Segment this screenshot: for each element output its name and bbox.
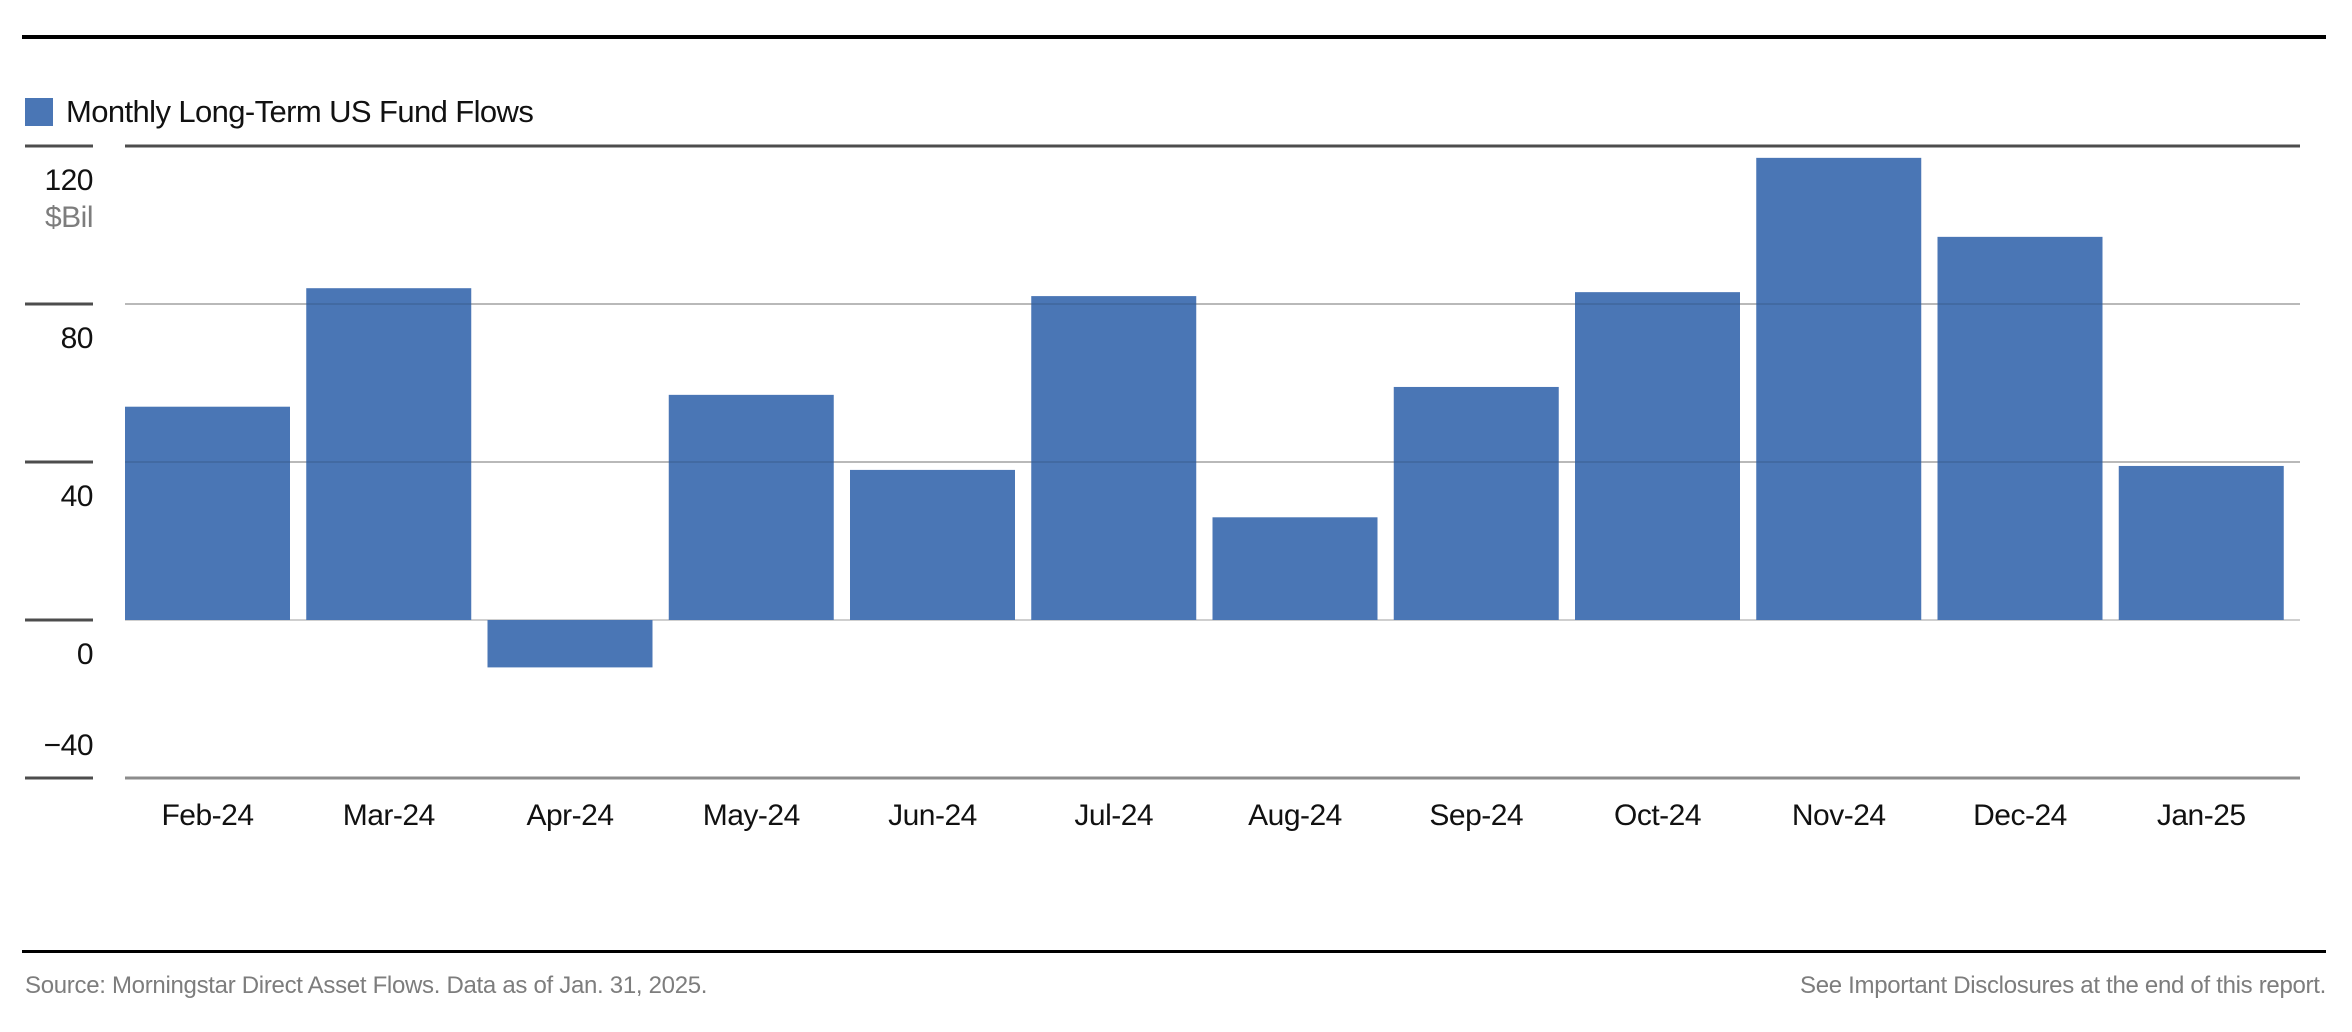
bar-Aug-24 bbox=[1212, 517, 1378, 620]
x-tick-label-Oct-24: Oct-24 bbox=[1614, 799, 1701, 832]
bar-Oct-24 bbox=[1575, 292, 1740, 620]
bar-Feb-24 bbox=[125, 406, 290, 620]
bar-Sep-24 bbox=[1393, 386, 1559, 620]
bar-Jun-24 bbox=[850, 469, 1015, 620]
legend-swatch-icon bbox=[25, 98, 53, 126]
x-tick-label-Aug-24: Aug-24 bbox=[1248, 799, 1342, 832]
y-tick-label-80: 80 bbox=[61, 322, 93, 355]
footer-border-rule bbox=[22, 950, 2326, 953]
x-tick-label-Feb-24: Feb-24 bbox=[161, 799, 253, 832]
bar-Nov-24 bbox=[1756, 157, 1922, 620]
bar-Apr-24 bbox=[487, 620, 653, 668]
x-tick-label-Jul-24: Jul-24 bbox=[1074, 799, 1153, 832]
y-tick-label-0: 0 bbox=[77, 638, 93, 671]
bar-Jan-25 bbox=[2118, 465, 2284, 620]
disclosure-note: See Important Disclosures at the end of … bbox=[1799, 972, 2326, 999]
bar-Dec-24 bbox=[1937, 236, 2103, 620]
x-tick-label-Sep-24: Sep-24 bbox=[1429, 799, 1523, 832]
legend-label: Monthly Long-Term US Fund Flows bbox=[66, 94, 534, 129]
y-axis-unit-label: $Bil bbox=[45, 201, 93, 234]
x-tick-label-Jun-24: Jun-24 bbox=[888, 799, 977, 832]
chart-legend: Monthly Long-Term US Fund Flows bbox=[25, 94, 534, 129]
x-tick-label-Nov-24: Nov-24 bbox=[1792, 799, 1886, 832]
bar-Jul-24 bbox=[1031, 296, 1197, 620]
x-tick-label-Dec-24: Dec-24 bbox=[1973, 799, 2067, 832]
x-tick-label-May-24: May-24 bbox=[703, 799, 800, 832]
y-tick-label-40: 40 bbox=[61, 480, 93, 513]
top-border-rule bbox=[22, 35, 2326, 39]
footer: Source: Morningstar Direct Asset Flows. … bbox=[25, 972, 2326, 1006]
y-tick-label--40: −40 bbox=[44, 729, 93, 762]
y-tick-label-120: 120 bbox=[44, 164, 93, 197]
x-tick-label-Apr-24: Apr-24 bbox=[526, 799, 613, 832]
source-note: Source: Morningstar Direct Asset Flows. … bbox=[25, 972, 708, 999]
bar-May-24 bbox=[668, 394, 834, 620]
x-tick-label-Mar-24: Mar-24 bbox=[343, 799, 435, 832]
bar-Mar-24 bbox=[306, 288, 472, 620]
x-tick-label-Jan-25: Jan-25 bbox=[2157, 799, 2246, 832]
